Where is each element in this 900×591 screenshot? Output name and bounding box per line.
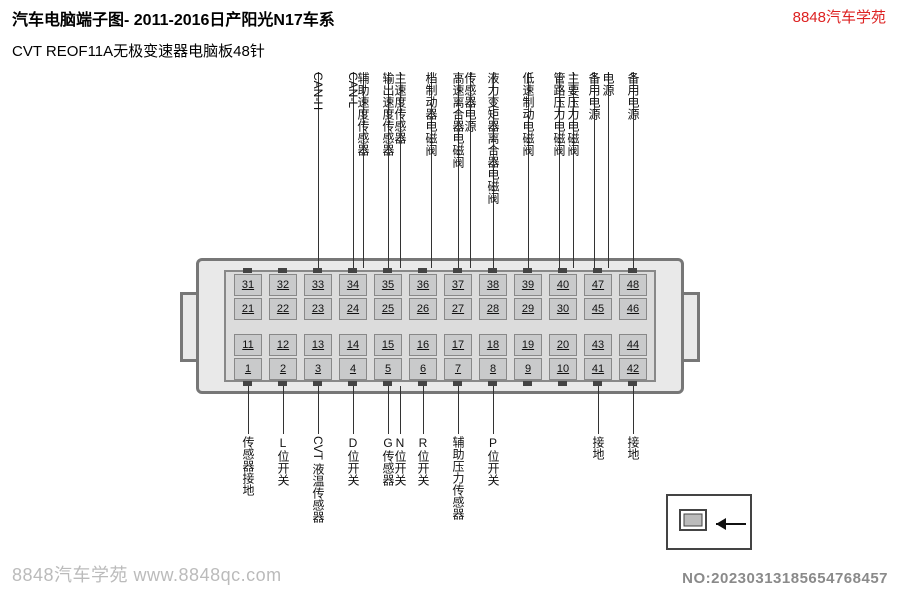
pin-38: 38: [479, 274, 507, 296]
pin-29: 29: [514, 298, 542, 320]
label-top: CAN-H: [311, 72, 325, 250]
pin-40: 40: [549, 274, 577, 296]
pin-6: 6: [409, 358, 437, 380]
pin-16: 16: [409, 334, 437, 356]
pin-15: 15: [374, 334, 402, 356]
pin-11: 11: [234, 334, 262, 356]
pin-25: 25: [374, 298, 402, 320]
pin-10: 10: [549, 358, 577, 380]
pin-34: 34: [339, 274, 367, 296]
pin-2: 2: [269, 358, 297, 380]
label-bottom: R位开关: [416, 436, 430, 486]
label-bottom: 接地: [591, 436, 605, 460]
watermark-left: 8848汽车学苑 www.8848qc.com: [12, 561, 282, 587]
pin-4: 4: [339, 358, 367, 380]
pin-47: 47: [584, 274, 612, 296]
pin-7: 7: [444, 358, 472, 380]
pin-27: 27: [444, 298, 472, 320]
brand-label: 8848汽车学苑: [793, 6, 886, 27]
pin-46: 46: [619, 298, 647, 320]
label-bottom: D位开关: [346, 436, 360, 486]
pin-22: 22: [269, 298, 297, 320]
pin-20: 20: [549, 334, 577, 356]
pin-30: 30: [549, 298, 577, 320]
pin-1: 1: [234, 358, 262, 380]
label-top: 传感器电源: [463, 72, 477, 250]
pin-18: 18: [479, 334, 507, 356]
pin-39: 39: [514, 274, 542, 296]
label-top: 主速度传感器: [393, 72, 407, 250]
pin-28: 28: [479, 298, 507, 320]
pin-21: 21: [234, 298, 262, 320]
pin-19: 19: [514, 334, 542, 356]
pin-24: 24: [339, 298, 367, 320]
pin-26: 26: [409, 298, 437, 320]
plug-icon: [668, 496, 754, 552]
label-top: 管路压力电磁阀: [552, 72, 566, 250]
pin-33: 33: [304, 274, 332, 296]
label-bottom: CVT 液温传感器: [311, 436, 325, 523]
pin-35: 35: [374, 274, 402, 296]
label-bottom: 传感器接地: [241, 436, 255, 496]
label-top: 电源: [601, 72, 615, 250]
label-bottom: 辅助压力传感器: [451, 436, 465, 520]
label-top: 备用电源: [626, 72, 640, 250]
label-top: 主要压力电磁阀: [566, 72, 580, 250]
pin-12: 12: [269, 334, 297, 356]
pin-5: 5: [374, 358, 402, 380]
pin-42: 42: [619, 358, 647, 380]
pin-8: 8: [479, 358, 507, 380]
pin-36: 36: [409, 274, 437, 296]
pin-45: 45: [584, 298, 612, 320]
label-top: 档制动器电磁阀: [424, 72, 438, 250]
page-subtitle: CVT REOF11A无极变速器电脑板48针: [12, 40, 888, 61]
pin-48: 48: [619, 274, 647, 296]
label-top: 低速制动电磁阀: [521, 72, 535, 250]
page-title: 汽车电脑端子图- 2011-2016日产阳光N17车系: [12, 6, 888, 30]
pin-31: 31: [234, 274, 262, 296]
pin-3: 3: [304, 358, 332, 380]
label-top: 备用电源: [587, 72, 601, 250]
pin-44: 44: [619, 334, 647, 356]
label-bottom: L位开关: [276, 436, 290, 486]
label-bottom: N位开关: [393, 436, 407, 486]
pin-37: 37: [444, 274, 472, 296]
label-top: 辅助速度传感器: [356, 72, 370, 250]
connector-icon: [666, 494, 752, 550]
label-top: 液力变矩器离合器电磁阀: [486, 72, 500, 250]
pin-14: 14: [339, 334, 367, 356]
connector-diagram: 3132333435363738394047482122232425262728…: [0, 64, 900, 564]
pin-32: 32: [269, 274, 297, 296]
label-bottom: 接地: [626, 436, 640, 460]
label-bottom: P位开关: [486, 436, 500, 486]
pin-43: 43: [584, 334, 612, 356]
pin-23: 23: [304, 298, 332, 320]
serial-number: NO:20230313185654768457: [682, 570, 888, 587]
pin-17: 17: [444, 334, 472, 356]
pin-41: 41: [584, 358, 612, 380]
pin-13: 13: [304, 334, 332, 356]
pin-9: 9: [514, 358, 542, 380]
